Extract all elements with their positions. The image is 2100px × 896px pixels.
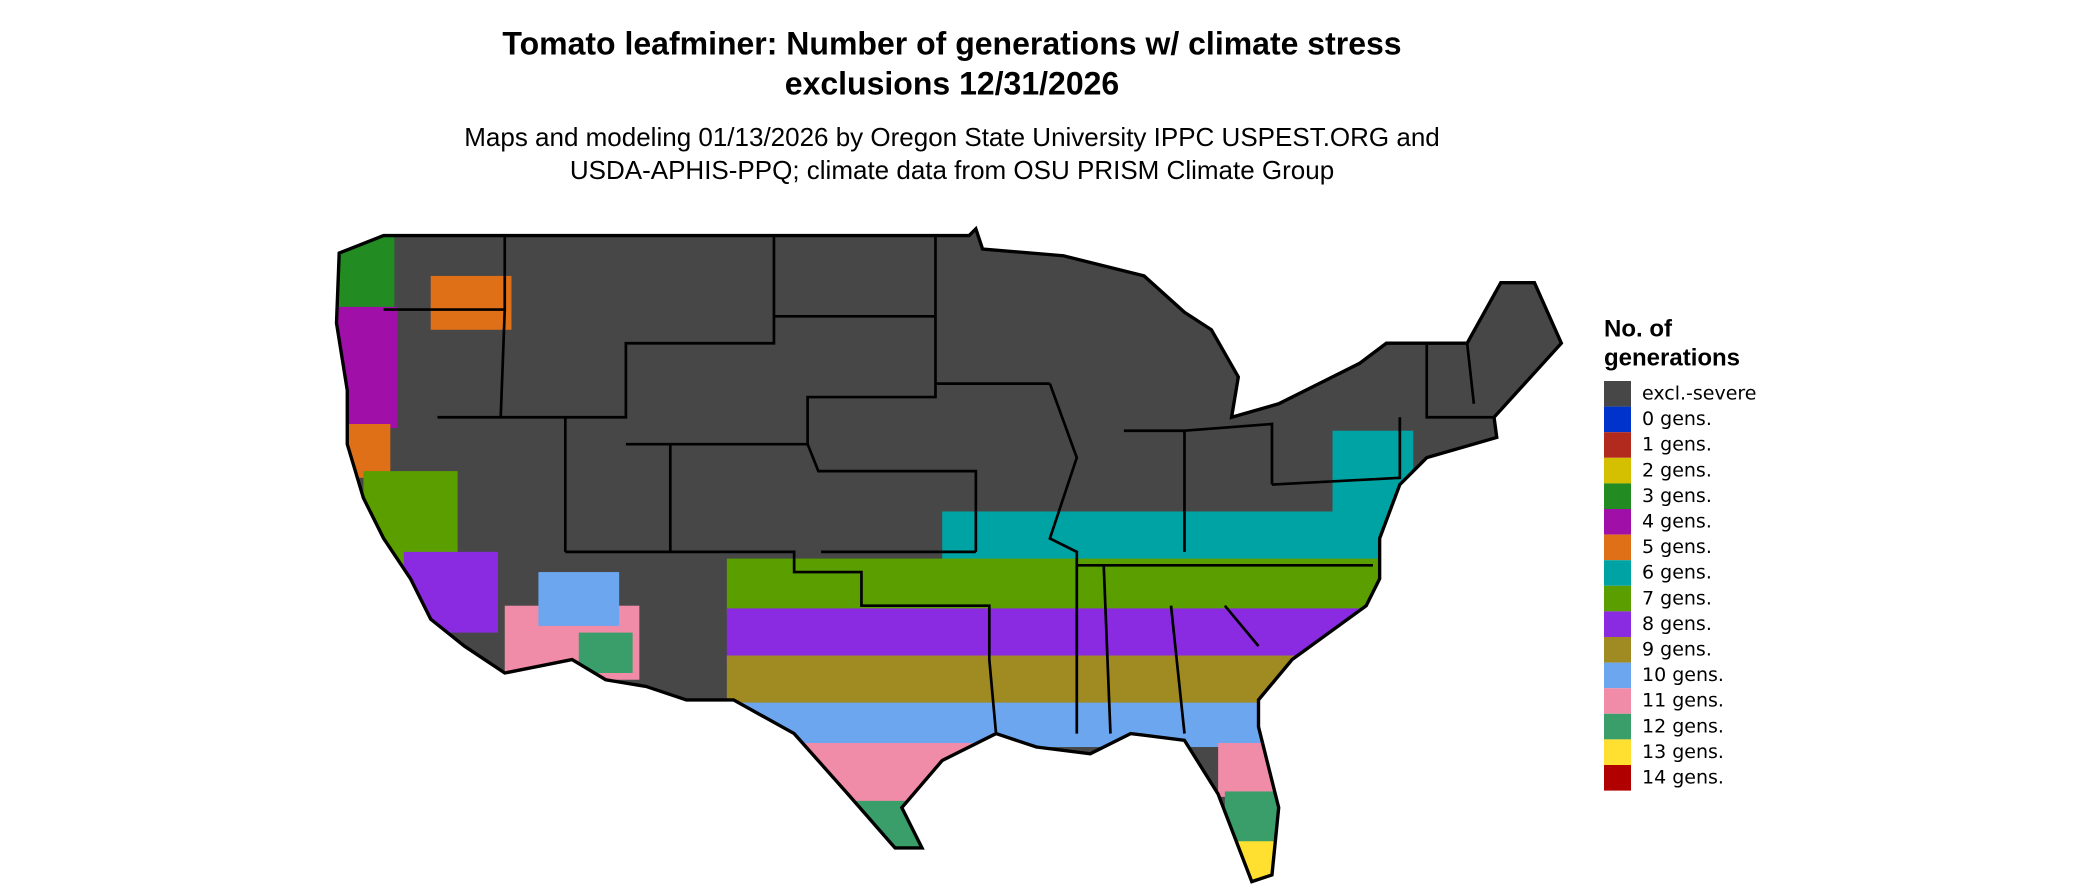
legend-label: 3 gens. <box>1642 485 1712 507</box>
legend-swatch <box>1604 637 1631 663</box>
legend-swatch <box>1604 381 1631 407</box>
generation-zone <box>363 471 458 566</box>
legend-label: 2 gens. <box>1642 459 1712 481</box>
legend-swatch <box>1604 585 1631 612</box>
legend-swatch <box>1604 432 1631 458</box>
generation-zone <box>430 275 512 330</box>
generation-zone <box>538 572 620 626</box>
generation-zone <box>726 608 1360 663</box>
legend-label: 12 gens. <box>1642 715 1724 737</box>
us-map <box>334 225 1564 884</box>
legend-label: 4 gens. <box>1642 511 1712 533</box>
legend-swatch <box>1604 765 1631 791</box>
legend-swatch <box>1604 457 1631 484</box>
legend-title: No. of <box>1604 315 1673 342</box>
legend-swatch <box>1604 406 1631 433</box>
legend-label: 11 gens. <box>1642 690 1724 712</box>
generation-zones <box>336 228 1414 882</box>
legend-swatch <box>1604 483 1631 509</box>
generation-zone <box>726 702 1293 748</box>
legend-swatch <box>1604 688 1631 714</box>
generation-zone <box>336 423 391 478</box>
generation-zone <box>726 655 1306 710</box>
legend-label: excl.-severe <box>1642 383 1757 405</box>
us-border <box>334 225 1564 884</box>
generation-zone <box>336 228 395 310</box>
legend-label: 1 gens. <box>1642 434 1712 456</box>
legend-swatch <box>1604 509 1631 535</box>
legend-swatch <box>1604 560 1631 586</box>
legend-label: 6 gens. <box>1642 562 1712 584</box>
generation-zone <box>834 800 956 862</box>
legend-label: 0 gens. <box>1642 408 1712 430</box>
state-borders <box>383 235 1495 734</box>
title-line: Tomato leafminer: Number of generations … <box>502 25 1401 61</box>
legend: No. of generations excl.-severe 0 gens. 1 … <box>1604 315 1757 791</box>
generation-zone <box>578 632 633 673</box>
legend-label: 14 gens. <box>1642 767 1724 789</box>
legend-swatch <box>1604 739 1631 765</box>
legend-label: 8 gens. <box>1642 613 1712 635</box>
title-line: exclusions 12/31/2026 <box>785 65 1119 101</box>
legend-swatch <box>1604 713 1631 740</box>
subtitle-line: USDA-APHIS-PPQ; climate data from OSU PR… <box>570 155 1334 185</box>
legend-label: 9 gens. <box>1642 639 1712 661</box>
generation-zone <box>726 558 1400 616</box>
legend-swatch <box>1604 534 1631 561</box>
legend-title: generations <box>1604 344 1740 371</box>
legend-label: 7 gens. <box>1642 587 1712 609</box>
legend-swatch <box>1604 611 1631 637</box>
legend-label: 10 gens. <box>1642 664 1724 686</box>
legend-label: 5 gens. <box>1642 536 1712 558</box>
legend-label: 13 gens. <box>1642 741 1724 763</box>
legend-swatch <box>1604 662 1631 689</box>
subtitle-line: Maps and modeling 01/13/2026 by Oregon S… <box>464 122 1440 152</box>
